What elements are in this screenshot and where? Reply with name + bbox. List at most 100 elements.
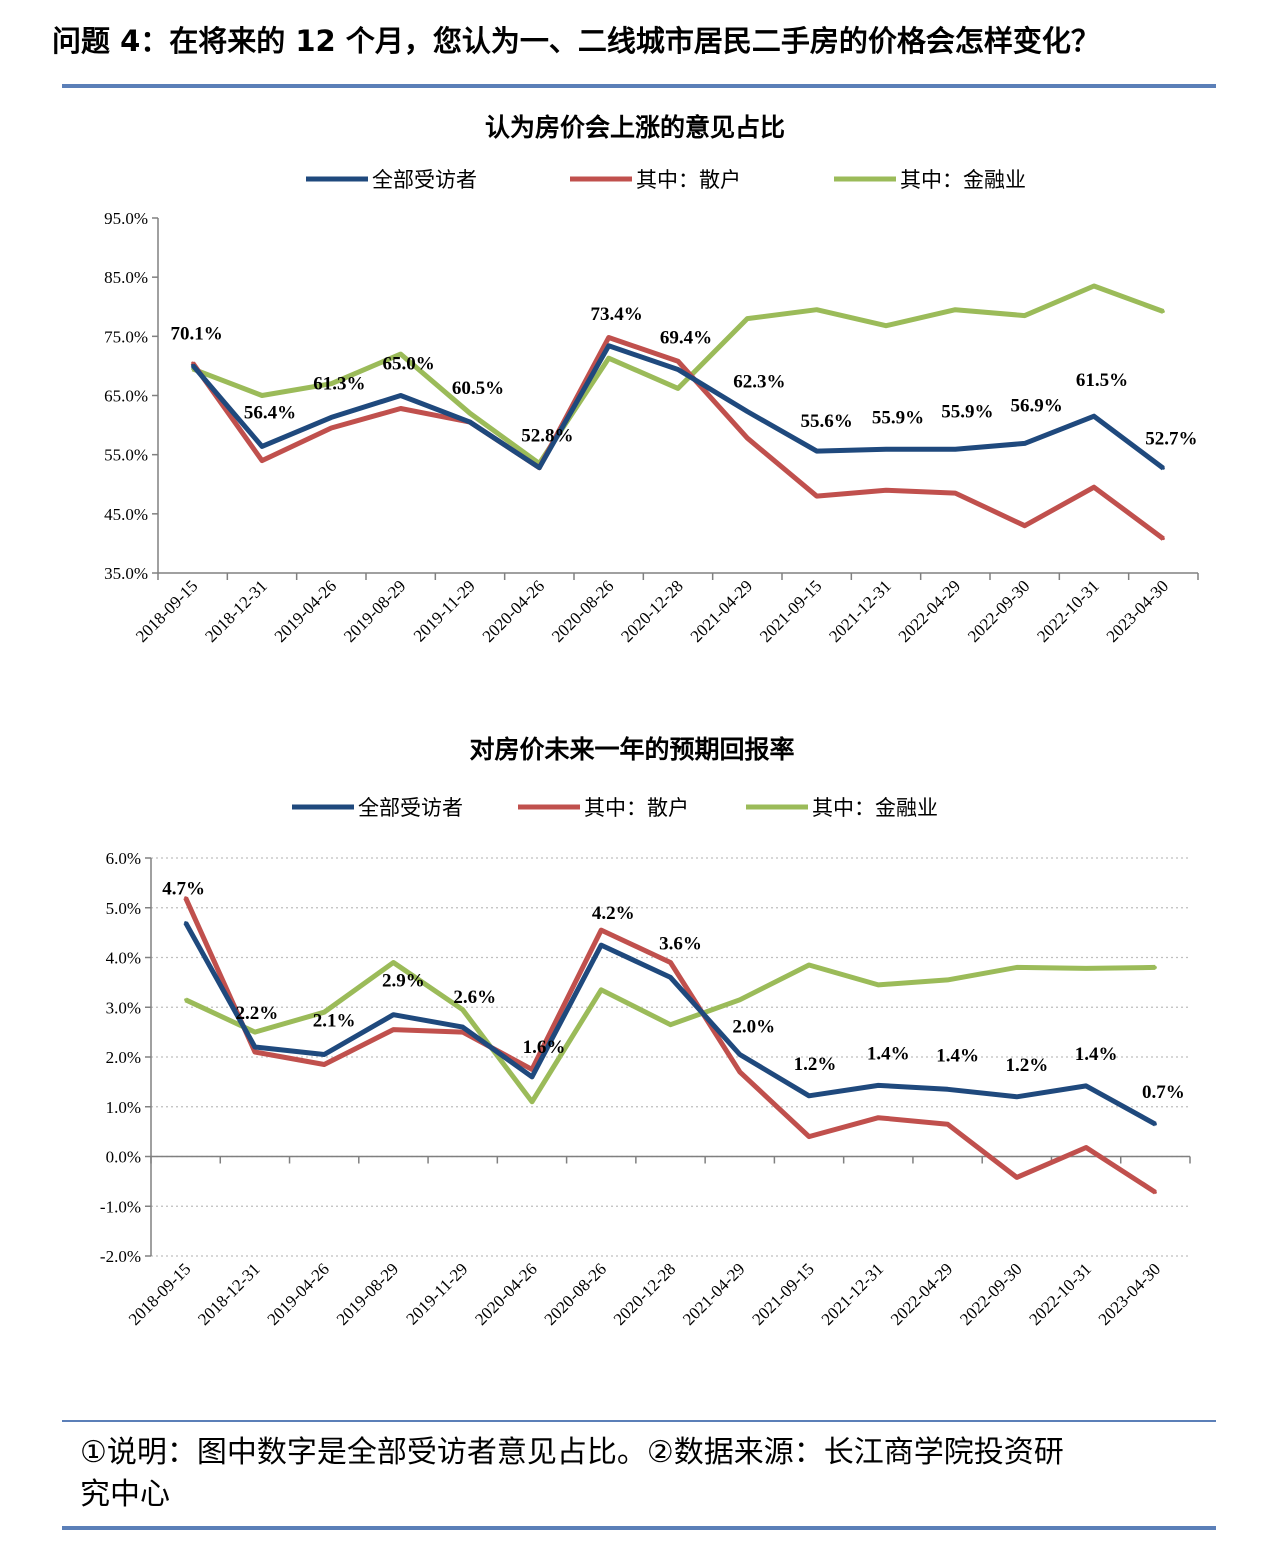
footnote-line-1: ①说明：图中数字是全部受访者意见占比。②数据来源：长江商学院投资研 — [80, 1435, 1064, 1470]
data-label: 55.6% — [801, 411, 853, 432]
x-tick-label: 2022-10-31 — [1025, 1259, 1095, 1329]
series-point-2 — [260, 394, 264, 397]
data-label: 73.4% — [591, 304, 643, 325]
x-tick-label: 2020-04-26 — [471, 1259, 541, 1329]
data-label: 60.5% — [452, 378, 504, 399]
x-tick-label: 2019-08-29 — [340, 576, 410, 646]
x-tick-label: 2019-08-29 — [333, 1259, 403, 1329]
data-label: 55.9% — [872, 407, 924, 428]
series-point-2 — [1161, 309, 1165, 313]
series-point-0 — [329, 415, 333, 419]
x-tick-label: 2018-12-31 — [201, 576, 271, 646]
data-label: 61.3% — [313, 373, 365, 394]
x-tick-label: 2020-08-26 — [548, 576, 618, 646]
series-point-2 — [953, 308, 957, 312]
y-tick-label: 5.0% — [106, 899, 141, 918]
series-point-0 — [468, 420, 472, 424]
top-divider — [62, 84, 1216, 88]
series-point-0 — [191, 363, 195, 367]
x-tick-label: 2018-12-31 — [194, 1259, 264, 1329]
series-point-2 — [468, 411, 472, 415]
x-tick-label: 2021-12-31 — [818, 1259, 888, 1329]
series-point-0 — [807, 1094, 811, 1098]
series-point-0 — [946, 1087, 950, 1091]
series-point-1 — [1161, 537, 1165, 541]
x-tick-label: 2022-04-29 — [887, 1259, 957, 1329]
data-label: 0.7% — [1142, 1082, 1185, 1103]
x-tick-label: 2022-04-29 — [895, 576, 965, 646]
x-tick-label: 2020-12-28 — [610, 1259, 680, 1329]
series-point-1 — [599, 928, 603, 932]
series-point-2 — [599, 988, 603, 992]
series-point-2 — [946, 978, 950, 982]
data-label: 55.9% — [941, 401, 993, 422]
series-point-2 — [1084, 966, 1088, 970]
series-point-1 — [184, 896, 188, 900]
question-heading: 问题 4：在将来的 12 个月，您认为一、二线城市居民二手房的价格会怎样变化？ — [52, 24, 1100, 58]
x-tick-label: 2021-12-31 — [825, 576, 895, 646]
series-point-0 — [391, 1013, 395, 1017]
series-point-2 — [807, 963, 811, 967]
bottom-divider — [62, 1526, 1216, 1530]
series-point-1 — [884, 488, 888, 492]
data-label: 4.2% — [592, 903, 635, 924]
series-point-0 — [260, 444, 264, 448]
series-point-2 — [391, 960, 395, 964]
series-point-2 — [884, 324, 888, 328]
y-tick-label: 95.0% — [104, 209, 148, 228]
series-point-1 — [738, 1070, 742, 1074]
series-point-0 — [184, 921, 188, 925]
x-tick-label: 2018-09-15 — [132, 576, 202, 646]
legend-label-2: 其中：金融业 — [900, 168, 1026, 192]
series-point-2 — [329, 382, 333, 386]
series-line-2 — [184, 960, 1156, 1105]
series-point-0 — [530, 1075, 534, 1079]
series-point-0 — [884, 447, 888, 451]
series-point-1 — [1084, 1146, 1088, 1150]
data-label: 1.2% — [794, 1054, 837, 1075]
x-tick-label: 2021-04-29 — [687, 576, 757, 646]
series-point-1 — [399, 407, 403, 411]
x-tick-label: 2019-11-29 — [402, 1259, 471, 1328]
data-label: 52.8% — [521, 426, 573, 447]
series-point-1 — [260, 459, 264, 463]
series-point-1 — [253, 1050, 257, 1054]
series-point-2 — [669, 1023, 672, 1027]
series-point-0 — [253, 1045, 257, 1049]
y-tick-label: 55.0% — [104, 446, 148, 465]
series-point-0 — [669, 975, 672, 979]
legend-label-0: 全部受访者 — [358, 796, 463, 820]
series-point-1 — [1023, 524, 1027, 528]
series-point-2 — [1153, 965, 1157, 969]
series-point-2 — [399, 352, 403, 356]
x-tick-label: 2020-12-28 — [617, 576, 687, 646]
x-tick-label: 2020-04-26 — [479, 576, 549, 646]
data-label: 56.4% — [244, 402, 296, 423]
series-point-2 — [738, 998, 742, 1002]
y-tick-label: 1.0% — [106, 1098, 141, 1117]
legend-label-2: 其中：金融业 — [812, 796, 938, 820]
series-point-1 — [807, 1135, 811, 1139]
series-point-0 — [1023, 441, 1027, 445]
series-point-2 — [607, 356, 611, 360]
x-tick-label: 2019-04-26 — [271, 576, 341, 646]
series-point-2 — [1092, 284, 1096, 288]
series-point-1 — [676, 359, 680, 363]
data-label: 2.6% — [453, 987, 496, 1008]
series-point-1 — [391, 1028, 395, 1032]
series-point-2 — [184, 998, 188, 1002]
data-label: 2.1% — [313, 1011, 356, 1032]
x-tick-label: 2022-09-30 — [956, 1259, 1026, 1329]
data-label: 2.9% — [382, 971, 425, 992]
y-tick-label: 3.0% — [106, 998, 141, 1017]
data-label: 1.4% — [936, 1045, 979, 1066]
data-label: 2.2% — [236, 1003, 279, 1024]
y-tick-label: 65.0% — [104, 387, 148, 406]
data-label: 70.1% — [171, 323, 223, 344]
data-label: 52.7% — [1145, 428, 1197, 449]
series-point-1 — [607, 336, 611, 340]
series-point-1 — [953, 491, 957, 495]
y-tick-label: 4.0% — [106, 949, 141, 968]
